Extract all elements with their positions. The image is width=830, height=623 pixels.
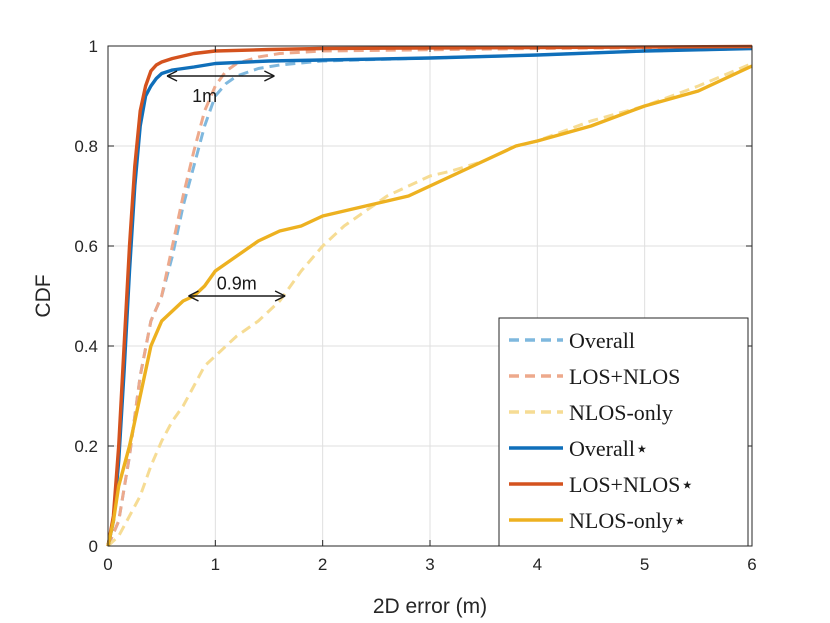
series-line-5 bbox=[106, 44, 753, 547]
legend-entry: LOS+NLOS⋆ bbox=[569, 472, 694, 497]
annotation-arrowhead-right bbox=[264, 70, 275, 82]
x-tick-label: 2 bbox=[318, 555, 327, 574]
series-line-3 bbox=[106, 62, 753, 548]
x-tick-label: 5 bbox=[640, 555, 649, 574]
y-tick-label: 0.4 bbox=[74, 337, 98, 356]
annotation-arrowhead-right bbox=[274, 290, 286, 302]
legend-box bbox=[498, 317, 749, 547]
annotation-arrowhead-left bbox=[188, 290, 199, 302]
y-tick-label: 0.8 bbox=[74, 137, 98, 156]
legend-entry: NLOS-only⋆ bbox=[569, 508, 687, 533]
annotation-label: 0.9m bbox=[217, 274, 257, 294]
legend-entry: NLOS-only bbox=[569, 400, 673, 425]
annotation-label: 1m bbox=[192, 86, 217, 106]
x-tick-label: 4 bbox=[533, 555, 542, 574]
legend-entry: Overall bbox=[569, 328, 635, 353]
legend-entry: LOS+NLOS bbox=[569, 364, 680, 389]
y-tick-label: 0.2 bbox=[74, 437, 98, 456]
x-tick-label: 1 bbox=[211, 555, 220, 574]
x-axis-label: 2D error (m) bbox=[373, 595, 487, 618]
legend-entry: Overall⋆ bbox=[569, 436, 649, 461]
series-line-6 bbox=[106, 64, 753, 547]
x-tick-label: 0 bbox=[103, 555, 112, 574]
y-tick-label: 0.6 bbox=[74, 237, 98, 256]
x-tick-label: 6 bbox=[747, 555, 756, 574]
annotation-arrowhead-left bbox=[166, 70, 178, 82]
x-tick-label: 3 bbox=[425, 555, 434, 574]
y-tick-label: 1 bbox=[89, 37, 98, 56]
series-line-2 bbox=[106, 45, 753, 547]
axis-ticks: 0 1 2 3 4 5 6 0 0.2 0.4 0.6 0.8 1 bbox=[74, 37, 756, 574]
y-tick-label: 0 bbox=[89, 537, 98, 556]
legend: Overall LOS+NLOS NLOS-only Overall⋆ LOS+NLOS… bbox=[498, 317, 749, 547]
series-layer bbox=[106, 44, 753, 548]
annotations: 1m 0.9m bbox=[166, 70, 286, 302]
y-axis-label: CDF bbox=[32, 274, 55, 317]
